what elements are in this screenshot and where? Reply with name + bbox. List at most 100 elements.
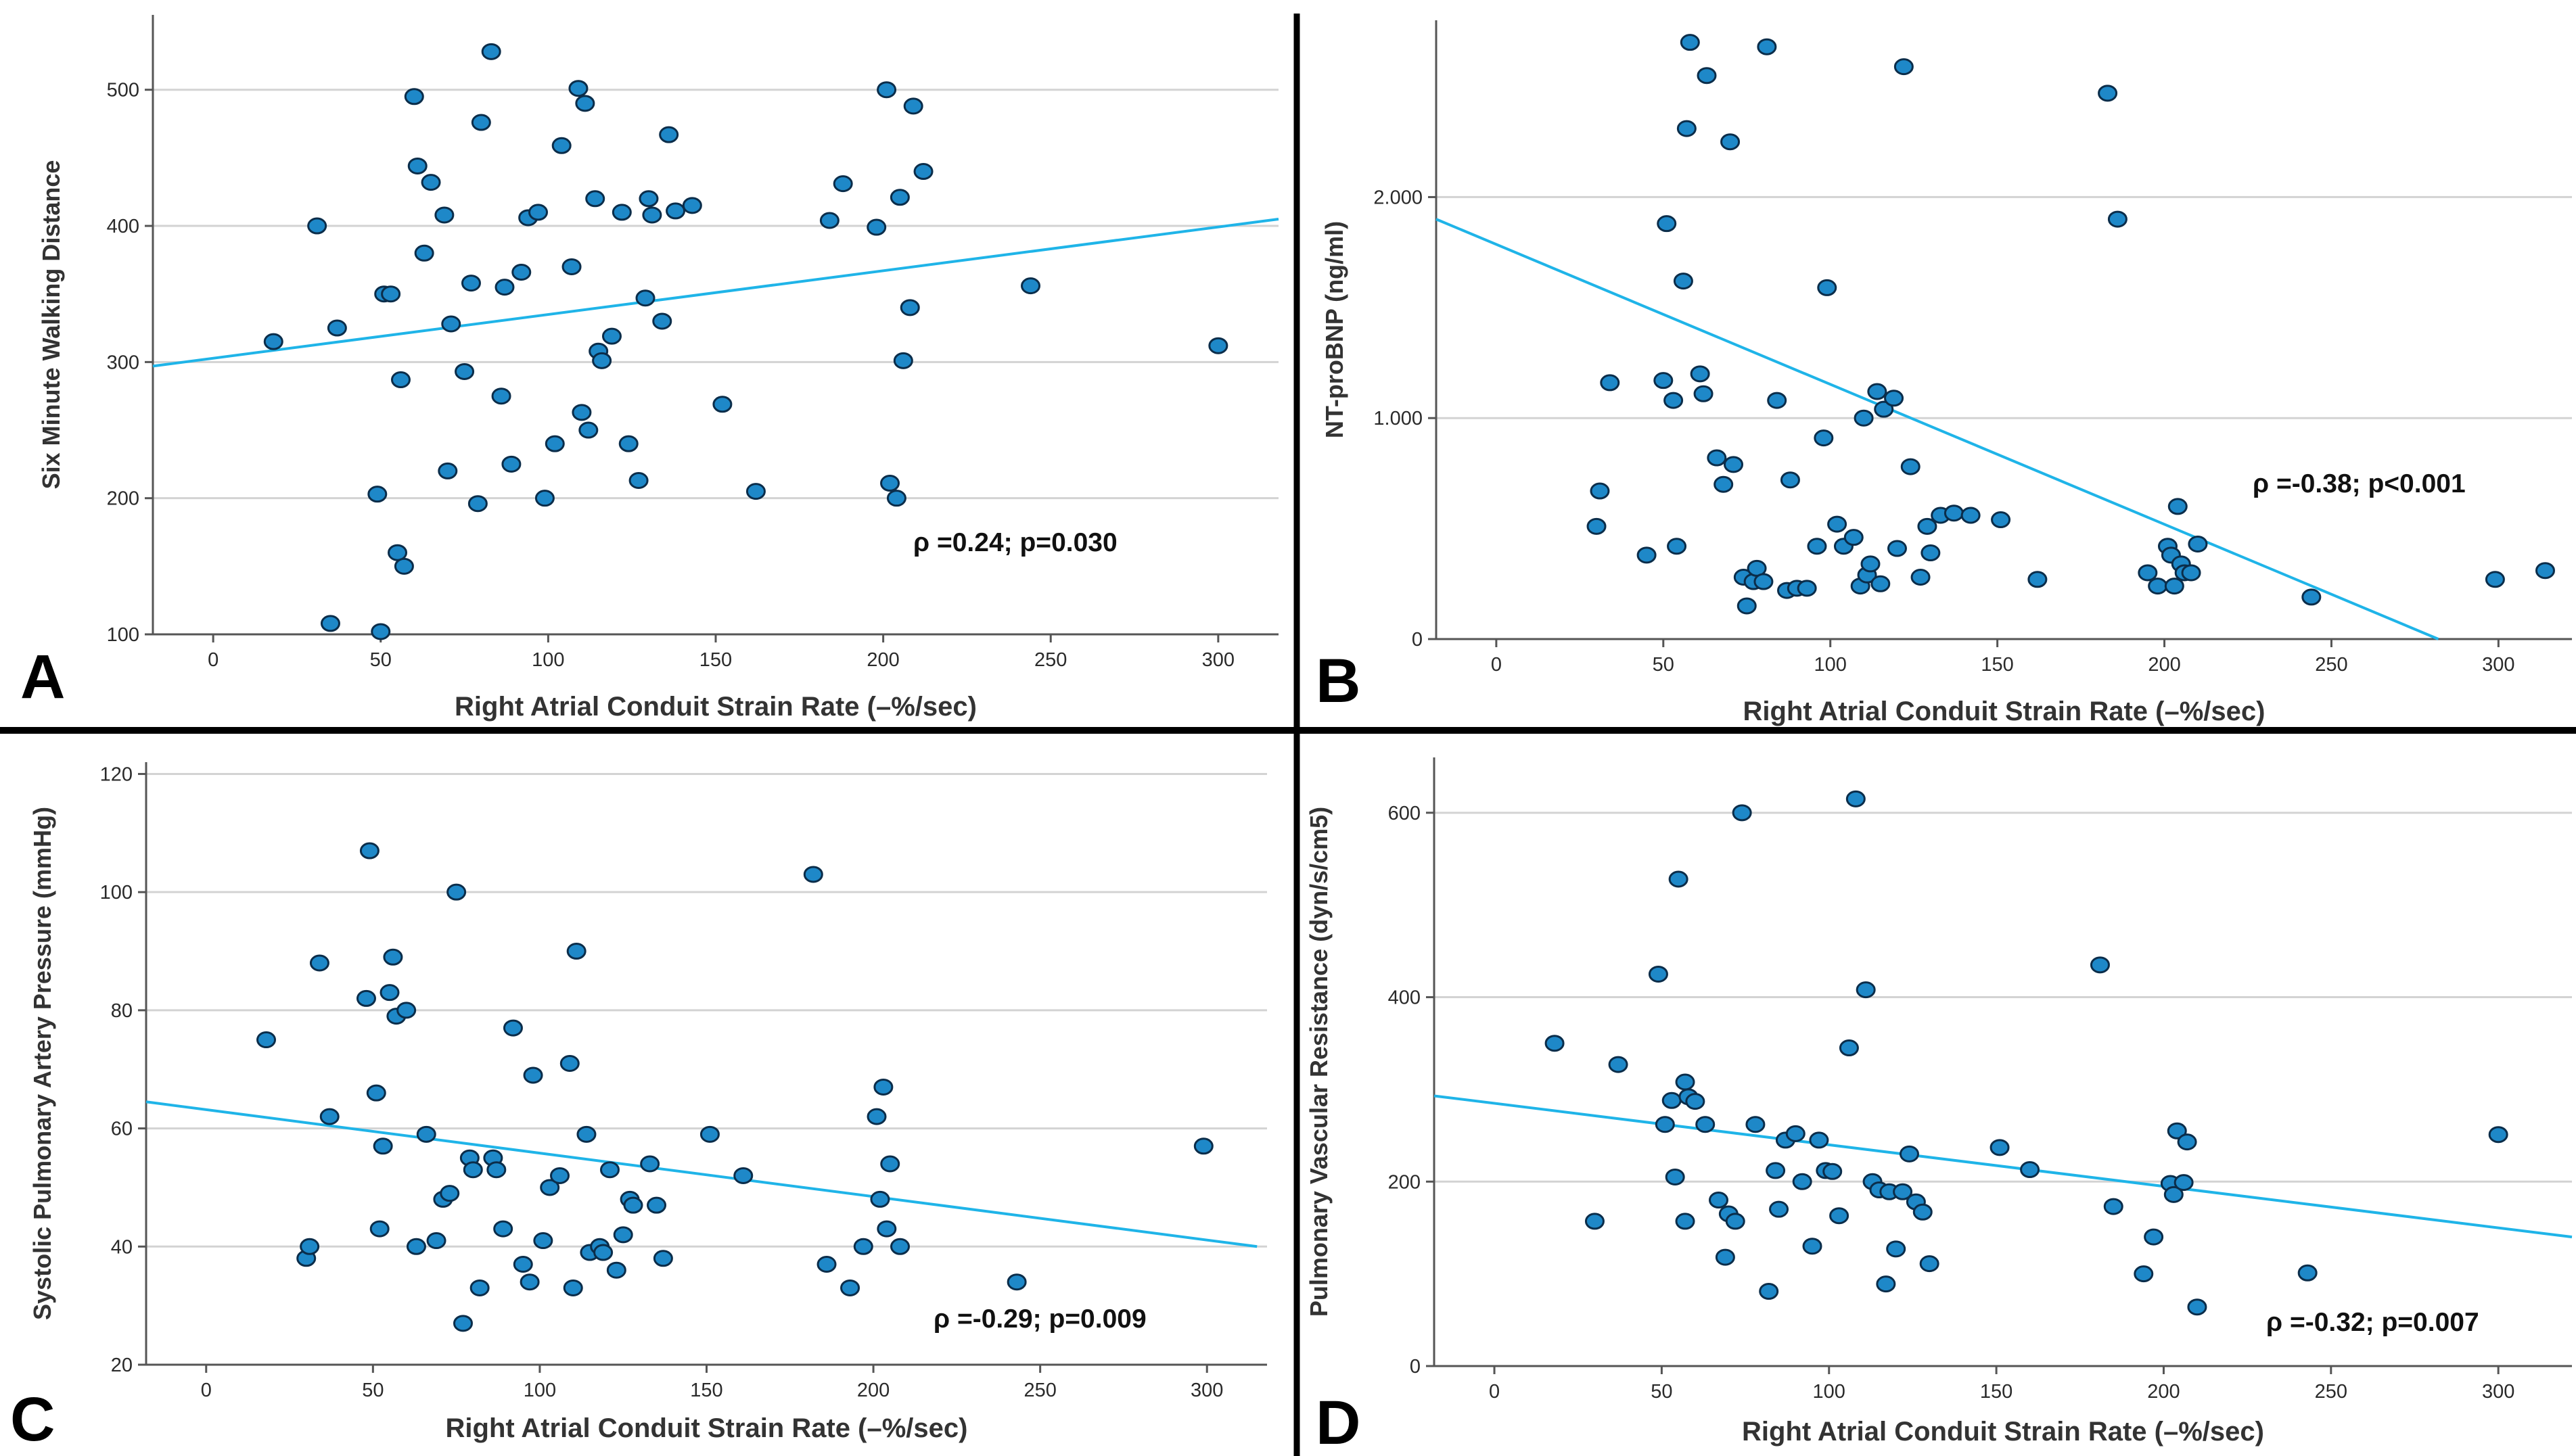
data-point: [1960, 507, 1981, 524]
x-tick-label: 300: [2482, 1381, 2514, 1403]
data-point: [256, 1031, 277, 1049]
data-point: [319, 1108, 340, 1125]
data-point: [647, 1196, 667, 1214]
data-point: [1900, 458, 1920, 475]
data-point: [666, 202, 686, 220]
data-point: [652, 312, 672, 330]
data-point: [438, 462, 458, 479]
data-point: [1920, 544, 1941, 562]
x-tick-label: 150: [1981, 654, 2013, 676]
data-point: [486, 1161, 507, 1179]
data-point: [441, 315, 461, 333]
x-tick-label: 100: [532, 649, 564, 671]
data-point: [1693, 385, 1714, 402]
x-tick-label: 200: [2148, 654, 2180, 676]
data-point: [1874, 400, 1894, 418]
data-point: [383, 948, 403, 966]
data-point: [635, 289, 656, 307]
data-point: [853, 1238, 873, 1255]
data-point: [434, 206, 455, 224]
data-point: [699, 1125, 720, 1143]
data-point: [1884, 390, 1904, 407]
data-point: [840, 1279, 860, 1296]
data-point: [414, 244, 434, 262]
data-point: [1690, 365, 1710, 383]
y-tick-label: 100: [107, 624, 139, 646]
data-point: [1600, 374, 1620, 392]
data-point: [1707, 449, 1727, 467]
data-point: [380, 984, 400, 1002]
data-point: [559, 1055, 580, 1072]
data-point: [545, 435, 565, 452]
x-tick-label: 100: [1813, 1381, 1845, 1403]
data-point: [1655, 1116, 1675, 1133]
data-point: [870, 1190, 890, 1208]
data-point: [639, 190, 659, 208]
data-point: [745, 483, 766, 500]
data-point: [659, 126, 679, 143]
data-point: [682, 197, 702, 214]
data-point: [886, 490, 906, 507]
panel-c: 20 40 60 80 100 120 0 50 100 150 200 250 300 Right At…: [10, 762, 1267, 1454]
data-point: [520, 1273, 540, 1291]
data-point: [1736, 597, 1757, 615]
data-point: [623, 1196, 643, 1214]
x-tick-label: 150: [699, 649, 732, 671]
x-tick-label: 50: [370, 649, 392, 671]
data-point: [511, 263, 532, 281]
data-point: [2188, 535, 2208, 553]
data-point: [1724, 456, 1744, 473]
data-point: [1843, 529, 1864, 546]
data-point: [890, 189, 910, 206]
x-tick-label: 250: [2315, 1381, 2347, 1403]
data-point: [563, 1279, 583, 1296]
data-point: [1759, 1283, 1779, 1300]
data-point: [1792, 1173, 1812, 1190]
y-tick-label: 100: [100, 882, 133, 903]
x-tick-label: 200: [2147, 1381, 2180, 1403]
data-point: [903, 97, 923, 115]
data-point: [2301, 588, 2322, 606]
y-tick-label: 2.000: [1373, 187, 1423, 208]
data-point: [867, 218, 887, 236]
data-point: [1867, 383, 1887, 400]
y-tick-label: 200: [107, 488, 139, 510]
data-point: [1590, 482, 1610, 500]
data-point: [446, 883, 467, 901]
data-point: [819, 212, 840, 229]
data-point: [471, 114, 491, 131]
data-point: [1695, 1116, 1716, 1133]
data-point: [1919, 1255, 1939, 1273]
data-point: [1827, 515, 1847, 533]
data-point: [2148, 578, 2168, 595]
data-point: [513, 1256, 533, 1273]
y-axis-title: Systolic Pulmonary Artery Pressure (mmHg…: [28, 807, 56, 1320]
data-point: [426, 1232, 446, 1250]
data-point: [309, 954, 329, 972]
data-point: [576, 1125, 597, 1143]
data-point: [2107, 210, 2128, 228]
data-point: [1767, 392, 1787, 409]
data-point: [1991, 511, 2011, 529]
data-point: [873, 1078, 894, 1096]
data-point: [2297, 1264, 2318, 1282]
data-point: [263, 333, 283, 350]
y-tick-label: 600: [1388, 803, 1421, 824]
data-point: [2187, 1298, 2207, 1316]
data-point: [1785, 1125, 1806, 1142]
x-axis-title: Right Atrial Conduit Strain Rate (–%/sec…: [446, 1413, 968, 1443]
y-tick-label: 0: [1412, 629, 1423, 651]
data-point: [1899, 1145, 1919, 1163]
data-point: [1208, 337, 1228, 354]
data-point: [404, 88, 424, 105]
data-point: [1912, 1203, 1933, 1221]
data-point: [566, 943, 586, 960]
data-point: [371, 623, 391, 640]
data-point: [463, 1161, 483, 1179]
data-point: [893, 352, 913, 369]
x-tick-label: 0: [1489, 1381, 1500, 1403]
data-point: [568, 80, 589, 97]
data-point: [2138, 564, 2158, 582]
x-tick-label: 0: [208, 649, 218, 671]
x-tick-label: 50: [362, 1380, 384, 1401]
